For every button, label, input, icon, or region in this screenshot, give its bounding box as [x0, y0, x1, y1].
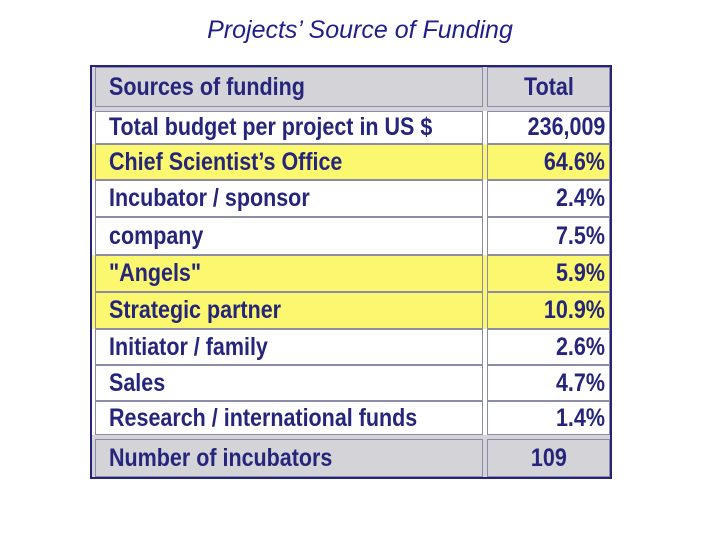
table-row: Total budget per project in US $236,009: [92, 111, 610, 144]
footer-label: Number of incubators: [95, 439, 483, 477]
row-value: 1.4%: [487, 401, 610, 435]
row-value: 7.5%: [487, 217, 610, 255]
page-title: Projects’ Source of Funding: [207, 16, 513, 44]
row-value: 2.6%: [487, 329, 610, 365]
table-row: company 7.5%: [92, 217, 610, 255]
row-value: 236,009: [487, 111, 610, 144]
table-row: Sales 4.7%: [92, 365, 610, 401]
row-label: "Angels": [95, 255, 483, 292]
header-total: Total: [487, 67, 610, 107]
row-label: Total budget per project in US $: [95, 111, 483, 144]
funding-table: Sources of funding Total Total budget pe…: [90, 65, 612, 479]
row-label: Sales: [95, 365, 483, 401]
table-row: Research / international funds 1.4%: [92, 401, 610, 435]
table-row: Strategic partner 10.9%: [92, 292, 610, 329]
row-value: 2.4%: [487, 180, 610, 217]
row-value: 4.7%: [487, 365, 610, 401]
footer-separator: [92, 435, 610, 439]
table-row: Chief Scientist’s Office 64.6%: [92, 144, 610, 180]
row-label: Incubator / sponsor: [95, 180, 483, 217]
header-separator: [92, 107, 610, 111]
row-value: 5.9%: [487, 255, 610, 292]
table-footer-row: Number of incubators 109: [92, 439, 610, 477]
row-label: Research / international funds: [95, 401, 483, 435]
row-label: Strategic partner: [95, 292, 483, 329]
row-label: Chief Scientist’s Office: [95, 144, 483, 180]
table-row: Incubator / sponsor 2.4%: [92, 180, 610, 217]
header-sources-of-funding: Sources of funding: [95, 67, 483, 107]
footer-value: 109: [487, 439, 610, 477]
row-value: 64.6%: [487, 144, 610, 180]
row-label: company: [95, 217, 483, 255]
table-row: Initiator / family 2.6%: [92, 329, 610, 365]
row-value: 10.9%: [487, 292, 610, 329]
table-header-row: Sources of funding Total: [92, 67, 610, 107]
row-label: Initiator / family: [95, 329, 483, 365]
table-row: "Angels" 5.9%: [92, 255, 610, 292]
